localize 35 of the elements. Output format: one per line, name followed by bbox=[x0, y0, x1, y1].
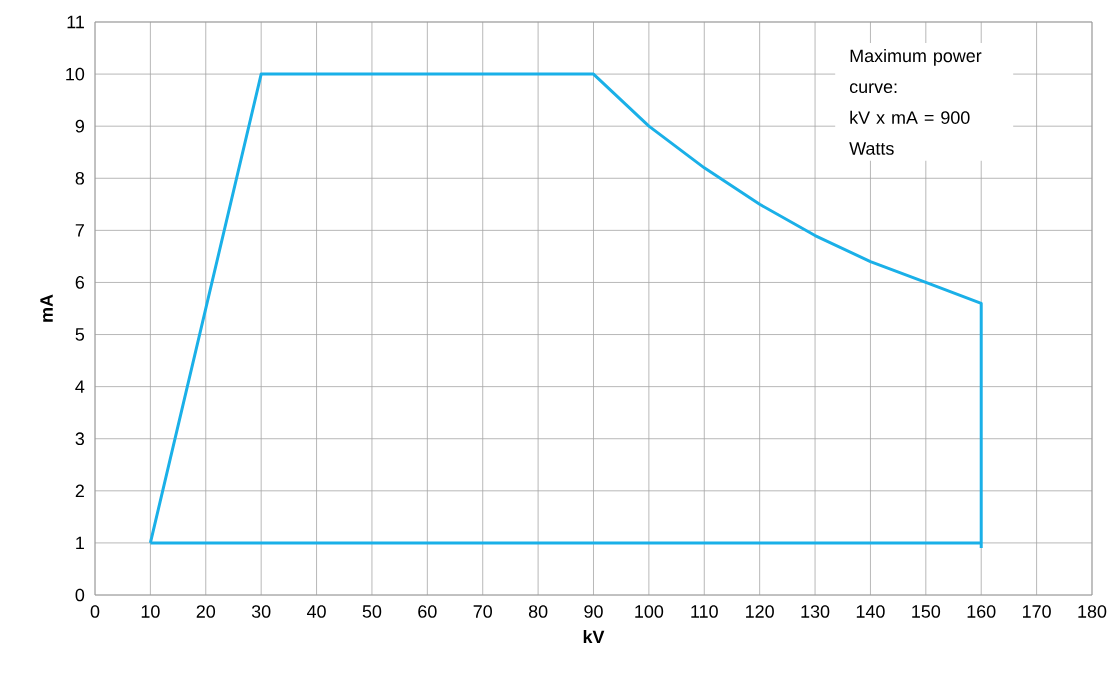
annotation: kV x mA = 900 Watts bbox=[849, 110, 970, 155]
x-tick-label: 50 bbox=[362, 605, 382, 618]
y-tick-label: 7 bbox=[75, 224, 84, 237]
x-tick-label: 100 bbox=[635, 605, 664, 618]
y-tick-label: 0 bbox=[75, 588, 85, 602]
y-tick-label: 9 bbox=[75, 119, 84, 133]
x-tick-label: 130 bbox=[801, 605, 830, 618]
x-tick-label: 80 bbox=[528, 605, 548, 618]
x-tick-label: 140 bbox=[856, 605, 885, 618]
y-tick-label: 2 bbox=[75, 484, 84, 498]
x-tick-label: 20 bbox=[196, 605, 216, 618]
x-tick-label: 160 bbox=[967, 605, 996, 618]
x-tick-label: 150 bbox=[912, 605, 941, 618]
y-tick-label: 6 bbox=[75, 276, 85, 289]
x-tick-label: 170 bbox=[1023, 605, 1051, 618]
x-tick-label: 60 bbox=[418, 605, 437, 618]
x-tick-label: 70 bbox=[473, 605, 492, 618]
y-tick-label: 1 bbox=[76, 536, 84, 550]
y-tick-label: 5 bbox=[75, 328, 85, 341]
x-tick-label: 180 bbox=[1078, 605, 1107, 618]
x-tick-label: 0 bbox=[90, 605, 100, 618]
x-tick-label: 120 bbox=[746, 605, 774, 618]
x-tick-label: 10 bbox=[141, 605, 160, 618]
y-tick-label: 3 bbox=[75, 432, 85, 446]
x-tick-label: 40 bbox=[306, 605, 326, 618]
annotation: Maximum power curve: bbox=[849, 49, 982, 94]
y-tick-label: 11 bbox=[67, 15, 84, 29]
y-tick-label: 8 bbox=[75, 171, 85, 185]
x-axis-title: kV bbox=[583, 630, 605, 644]
x-tick-label: 110 bbox=[691, 605, 718, 618]
x-tick-label: 30 bbox=[251, 605, 271, 618]
y-tick-label: 4 bbox=[75, 380, 85, 393]
y-axis-title: mA bbox=[40, 294, 53, 322]
x-tick-label: 90 bbox=[584, 605, 603, 618]
y-tick-label: 10 bbox=[66, 67, 85, 81]
